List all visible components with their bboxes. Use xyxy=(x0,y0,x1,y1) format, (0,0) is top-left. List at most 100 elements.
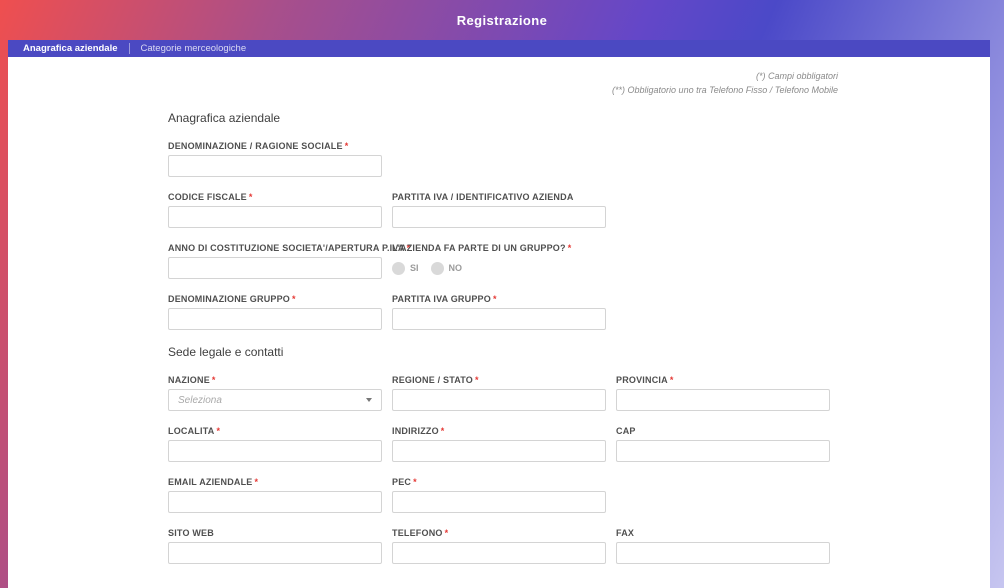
required-asterisk: * xyxy=(440,426,445,436)
field-indirizzo: INDIRIZZO * xyxy=(392,426,606,462)
codice-fiscale-input[interactable] xyxy=(168,206,382,228)
required-asterisk: * xyxy=(216,426,221,436)
tab-categorie-merceologiche[interactable]: Categorie merceologiche xyxy=(140,43,247,54)
regione-stato-input[interactable] xyxy=(392,389,606,411)
required-asterisk: * xyxy=(248,192,253,202)
form-row: ANNO DI COSTITUZIONE SOCIETA'/APERTURA P… xyxy=(168,243,830,279)
provincia-input[interactable] xyxy=(616,389,830,411)
required-asterisk: * xyxy=(254,477,259,487)
nazione-select[interactable]: Seleziona xyxy=(168,389,382,411)
telefono-input[interactable] xyxy=(392,542,606,564)
form: Anagrafica aziendale DENOMINAZIONE / RAGI… xyxy=(168,111,830,564)
anno-di-costituzione-societa-apertura-p-iva-input[interactable] xyxy=(168,257,382,279)
field-sito-web: SITO WEB xyxy=(168,528,382,564)
form-section: Anagrafica aziendale DENOMINAZIONE / RAGI… xyxy=(168,111,830,330)
indirizzo-input[interactable] xyxy=(392,440,606,462)
page-header: Registrazione xyxy=(0,0,1004,40)
section-title: Sede legale e contatti xyxy=(168,345,284,359)
email-aziendale-input[interactable] xyxy=(168,491,382,513)
partita-iva-identificativo-azienda-input[interactable] xyxy=(392,206,606,228)
sito-web-input[interactable] xyxy=(168,542,382,564)
caret-down-icon xyxy=(366,398,372,402)
field-label: CODICE FISCALE * xyxy=(168,192,253,202)
required-asterisk: * xyxy=(292,294,296,304)
required-asterisk: * xyxy=(211,375,216,385)
l-azienda-fa-parte-di-un-gruppo-radio-group: SI NO xyxy=(392,257,606,279)
field-label: ANNO DI COSTITUZIONE SOCIETA'/APERTURA P… xyxy=(168,243,411,253)
radio-circle-icon xyxy=(392,261,405,275)
required-asterisk: * xyxy=(475,375,479,385)
radio-si[interactable]: SI xyxy=(392,261,419,275)
denominazione-ragione-sociale-input[interactable] xyxy=(168,155,382,177)
note-required-fields: (*) Campi obbligatori xyxy=(755,71,838,81)
field-label: INDIRIZZO * xyxy=(392,426,445,436)
field-partita-iva-identificativo-azienda: PARTITA IVA / IDENTIFICATIVO AZIENDA xyxy=(392,192,606,228)
pec-input[interactable] xyxy=(392,491,606,513)
section-title: Anagrafica aziendale xyxy=(168,111,281,125)
field-denominazione-gruppo: DENOMINAZIONE GRUPPO * xyxy=(168,294,382,330)
field-email-aziendale: EMAIL AZIENDALE * xyxy=(168,477,382,513)
form-row: LOCALITA * INDIRIZZO * CAP xyxy=(168,426,830,462)
radio-no[interactable]: NO xyxy=(430,261,463,275)
cap-input[interactable] xyxy=(616,440,830,462)
select-placeholder: Seleziona xyxy=(178,394,222,406)
field-telefono: TELEFONO * xyxy=(392,528,606,564)
field-label: PROVINCIA * xyxy=(616,375,674,385)
form-row: DENOMINAZIONE GRUPPO * PARTITA IVA GRUPPO * xyxy=(168,294,830,330)
field-denominazione-ragione-sociale: DENOMINAZIONE / RAGIONE SOCIALE * xyxy=(168,141,382,177)
field-label: PARTITA IVA / IDENTIFICATIVO AZIENDA xyxy=(392,192,574,202)
required-asterisk: * xyxy=(406,243,411,253)
field-provincia: PROVINCIA * xyxy=(616,375,830,411)
field-localita: LOCALITA * xyxy=(168,426,382,462)
field-label: PARTITA IVA GRUPPO * xyxy=(392,294,497,304)
form-section: Sede legale e contatti NAZIONE * Seleziona R… xyxy=(168,345,830,564)
required-asterisk: * xyxy=(567,243,572,253)
field-fax: FAX xyxy=(616,528,830,564)
field-label: SITO WEB xyxy=(168,528,214,538)
required-asterisk: * xyxy=(344,141,349,151)
radio-circle-icon xyxy=(430,261,444,275)
fax-input[interactable] xyxy=(616,542,830,564)
partita-iva-gruppo-input[interactable] xyxy=(392,308,606,330)
field-l-azienda-fa-parte-di-un-gruppo: L'AZIENDA FA PARTE DI UN GRUPPO? * SI NO xyxy=(392,243,606,279)
field-partita-iva-gruppo: PARTITA IVA GRUPPO * xyxy=(392,294,606,330)
radio-label: SI xyxy=(410,263,419,273)
form-row: DENOMINAZIONE / RAGIONE SOCIALE * xyxy=(168,141,830,177)
field-label: PEC * xyxy=(392,477,417,487)
localita-input[interactable] xyxy=(168,440,382,462)
required-asterisk: * xyxy=(444,528,449,538)
required-asterisk: * xyxy=(413,477,417,487)
field-nazione: NAZIONE * Seleziona xyxy=(168,375,382,411)
page-title: Registrazione xyxy=(456,12,548,28)
form-row: EMAIL AZIENDALE * PEC * xyxy=(168,477,830,513)
field-codice-fiscale: CODICE FISCALE * xyxy=(168,192,382,228)
required-asterisk: * xyxy=(492,294,497,304)
form-row: SITO WEB TELEFONO * FAX xyxy=(168,528,830,564)
tab-anagrafica-aziendale[interactable]: Anagrafica aziendale xyxy=(23,43,118,54)
field-label: FAX xyxy=(616,528,635,538)
field-regione-stato: REGIONE / STATO * xyxy=(392,375,606,411)
required-notes: (*) Campi obbligatori (**) Obbligatorio … xyxy=(8,69,838,97)
field-label: TELEFONO * xyxy=(392,528,449,538)
form-row: NAZIONE * Seleziona REGIONE / STATO * PROVINC… xyxy=(168,375,830,411)
field-label: CAP xyxy=(616,426,636,436)
field-label: NAZIONE * xyxy=(168,375,216,385)
field-anno-di-costituzione-societa-apertura-p-iva: ANNO DI COSTITUZIONE SOCIETA'/APERTURA P… xyxy=(168,243,411,279)
field-label: EMAIL AZIENDALE * xyxy=(168,477,259,487)
radio-label: NO xyxy=(448,263,463,273)
field-label: DENOMINAZIONE / RAGIONE SOCIALE * xyxy=(168,141,349,151)
field-label: DENOMINAZIONE GRUPPO * xyxy=(168,294,296,304)
field-label: LOCALITA * xyxy=(168,426,221,436)
field-label: REGIONE / STATO * xyxy=(392,375,479,385)
tab-bar: Anagrafica aziendale Categorie merceolog… xyxy=(8,40,990,57)
main-panel: Anagrafica aziendale Categorie merceolog… xyxy=(8,40,990,588)
form-content: (*) Campi obbligatori (**) Obbligatorio … xyxy=(8,57,990,588)
required-asterisk: * xyxy=(669,375,674,385)
denominazione-gruppo-input[interactable] xyxy=(168,308,382,330)
tab-separator xyxy=(128,43,130,54)
form-row: CODICE FISCALE * PARTITA IVA / IDENTIFICAT… xyxy=(168,192,830,228)
field-pec: PEC * xyxy=(392,477,606,513)
note-required-phone: (**) Obbligatorio uno tra Telefono Fisso… xyxy=(612,85,838,95)
field-cap: CAP xyxy=(616,426,830,462)
